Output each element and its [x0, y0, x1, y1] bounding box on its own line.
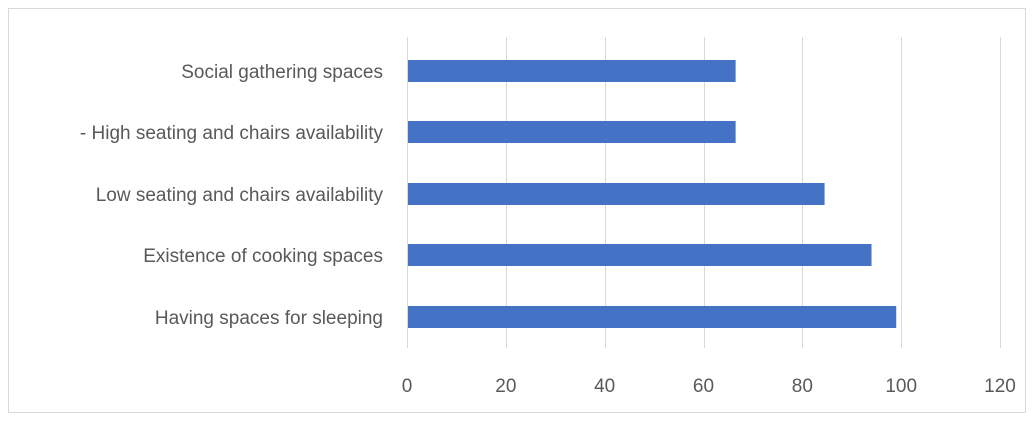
bar	[408, 244, 872, 266]
bar	[408, 306, 897, 328]
x-tick-label: 80	[792, 376, 813, 397]
x-tick-label: 120	[984, 376, 1016, 397]
category-label-layer: Social gathering spaces - High seating an…	[80, 62, 384, 329]
category-label: - High seating and chairs availability	[80, 123, 384, 144]
x-tick-label: 40	[594, 376, 615, 397]
x-tick-label: 60	[693, 376, 714, 397]
category-label: Having spaces for sleeping	[155, 308, 383, 329]
x-tick-label: 100	[885, 376, 917, 397]
x-tick-label-layer: 0 20 40 60 80 100 120	[402, 376, 1016, 397]
x-tick-label: 20	[495, 376, 516, 397]
bar	[408, 121, 736, 143]
bar	[408, 60, 736, 82]
bar-layer	[408, 60, 897, 328]
category-label: Social gathering spaces	[181, 62, 383, 83]
category-label: Low seating and chairs availability	[96, 185, 384, 206]
category-label: Existence of cooking spaces	[143, 246, 383, 267]
x-tick-label: 0	[402, 376, 413, 397]
bar	[408, 183, 825, 205]
